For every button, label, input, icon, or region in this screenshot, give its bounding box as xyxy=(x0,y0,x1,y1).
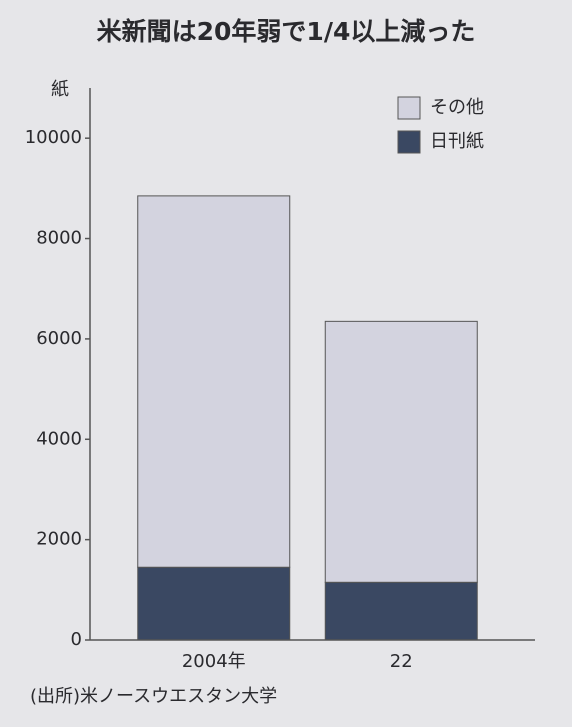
legend-label: その他 xyxy=(430,97,484,118)
source-note: (出所)米ノースウエスタン大学 xyxy=(30,686,277,707)
y-axis-label: 紙 xyxy=(51,79,69,100)
x-tick-label: 2004年 xyxy=(182,651,246,672)
y-tick-label: 6000 xyxy=(36,328,82,349)
bar-segment xyxy=(137,195,291,568)
bar-segment xyxy=(324,581,478,641)
legend-label: 日刊紙 xyxy=(430,131,484,152)
y-tick-label: 2000 xyxy=(36,529,82,550)
y-tick-label: 8000 xyxy=(36,228,82,249)
y-tick-label: 4000 xyxy=(36,428,82,449)
y-tick-label: 10000 xyxy=(25,127,82,148)
bar-segment xyxy=(324,320,478,583)
bar-segment xyxy=(137,566,291,641)
legend-swatch xyxy=(397,130,421,154)
x-tick-label: 22 xyxy=(390,651,413,672)
y-tick-label: 0 xyxy=(71,629,82,650)
legend-swatch xyxy=(397,96,421,120)
chart-title: 米新聞は20年弱で1/4以上減った xyxy=(97,17,476,46)
